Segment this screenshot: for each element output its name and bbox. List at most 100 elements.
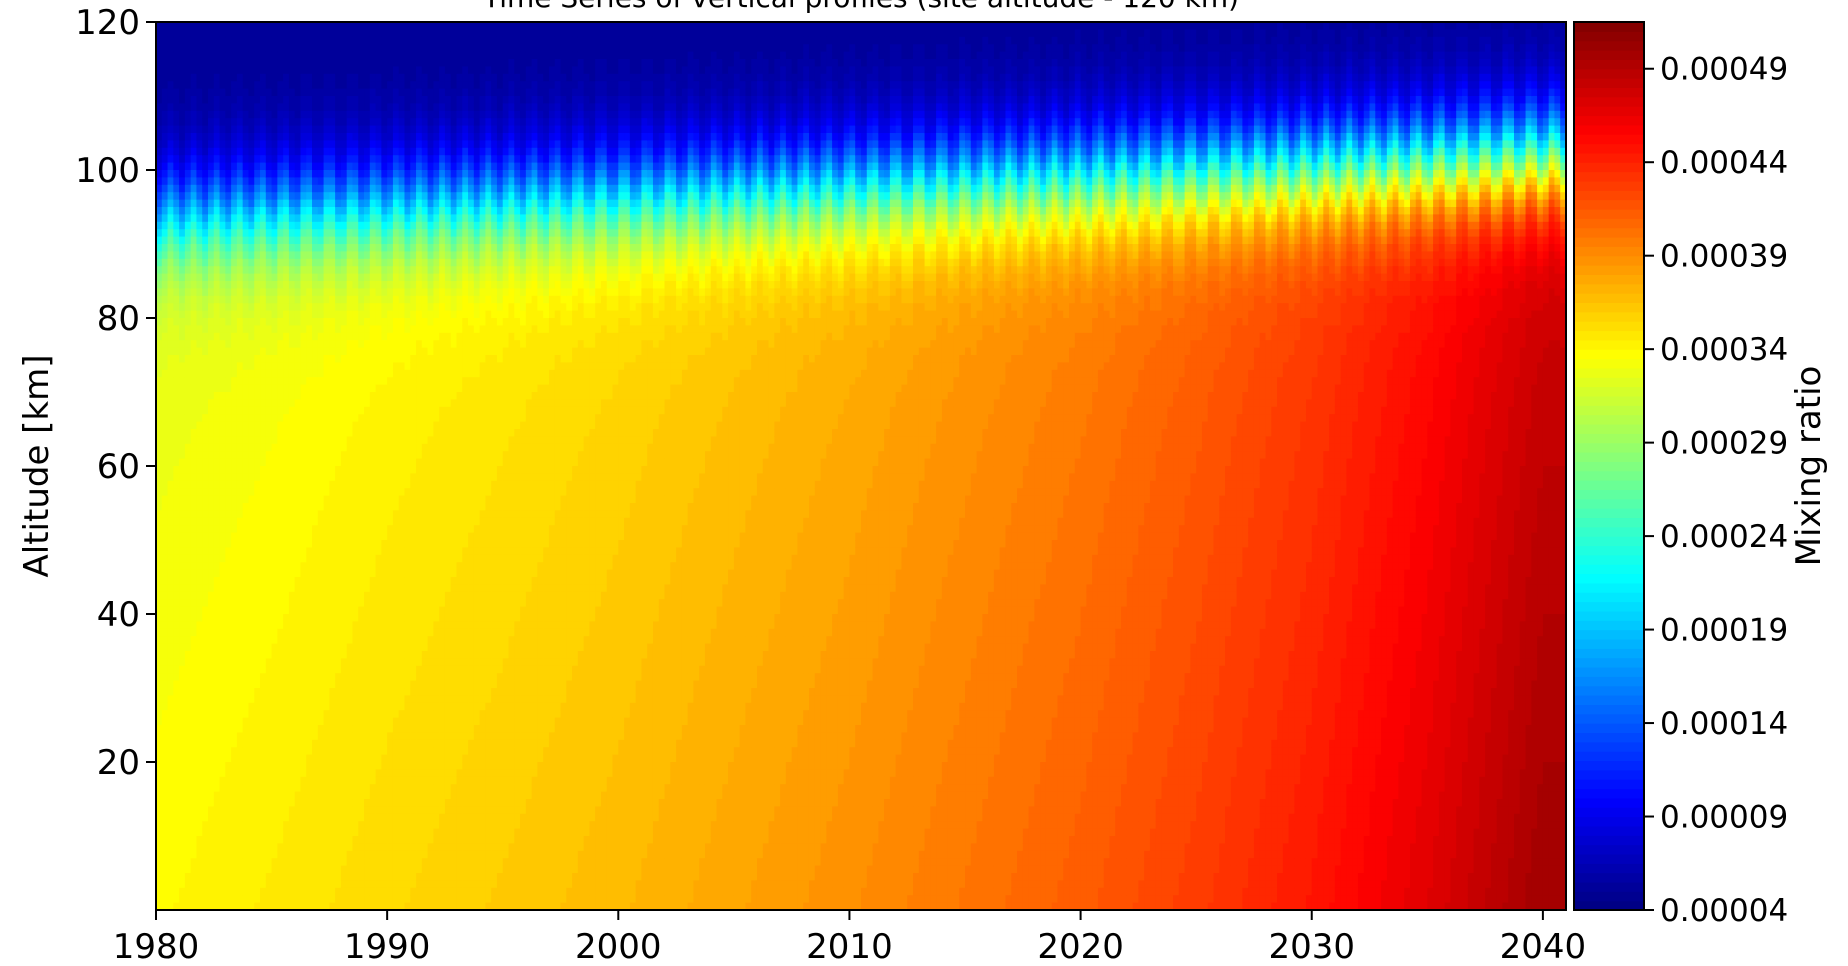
heatmap-cell: [358, 702, 365, 711]
heatmap-cell: [202, 103, 209, 112]
heatmap-cell: [260, 103, 267, 112]
heatmap-cell: [225, 473, 232, 482]
heatmap-cell: [387, 184, 394, 193]
heatmap-cell: [340, 806, 348, 815]
heatmap-cell: [283, 443, 290, 452]
heatmap-cell: [156, 547, 163, 556]
heatmap-cell: [323, 880, 330, 889]
heatmap-cell: [306, 258, 313, 267]
heatmap-cell: [329, 747, 336, 756]
heatmap-cell: [381, 103, 388, 112]
heatmap-cell: [352, 347, 359, 356]
heatmap-cell: [323, 266, 330, 275]
heatmap-cell: [213, 887, 221, 896]
heatmap-cell: [352, 362, 359, 371]
heatmap-cell: [340, 110, 348, 119]
heatmap-cell: [375, 517, 382, 526]
heatmap-cell: [213, 754, 221, 763]
heatmap-cell: [208, 436, 215, 445]
heatmap-cell: [323, 828, 330, 837]
heatmap-cell: [173, 791, 180, 800]
heatmap-cell: [225, 828, 232, 837]
heatmap-cell: [375, 295, 382, 304]
heatmap-cell: [213, 170, 221, 178]
heatmap-cell: [179, 96, 186, 104]
heatmap-cell: [392, 554, 400, 563]
heatmap-cell: [202, 688, 209, 696]
heatmap-cell: [283, 177, 290, 186]
heatmap-cell: [242, 858, 250, 867]
heatmap-cell: [265, 858, 273, 867]
heatmap-cell: [375, 688, 382, 696]
heatmap-cell: [387, 310, 394, 319]
heatmap-cell: [208, 828, 215, 837]
heatmap-cell: [329, 673, 336, 682]
heatmap-cell: [312, 540, 319, 548]
heatmap-cell: [184, 362, 192, 371]
heatmap-cell: [156, 399, 163, 408]
heatmap-cell: [283, 133, 290, 141]
heatmap-cell: [190, 754, 198, 763]
heatmap-cell: [346, 414, 354, 423]
heatmap-cell: [265, 836, 273, 844]
heatmap-cell: [312, 443, 319, 452]
heatmap-cell: [340, 310, 348, 319]
heatmap-cell: [335, 702, 342, 711]
heatmap-cell: [283, 340, 290, 349]
heatmap-cell: [375, 214, 382, 223]
heatmap-cell: [173, 628, 180, 637]
heatmap-cell: [323, 443, 330, 452]
heatmap-cell: [225, 540, 232, 548]
heatmap-cell: [346, 562, 354, 571]
heatmap-cell: [242, 850, 250, 859]
heatmap-cell: [173, 133, 180, 141]
heatmap-cell: [173, 244, 180, 252]
heatmap-cell: [312, 569, 319, 578]
heatmap-cell: [179, 221, 186, 230]
heatmap-cell: [283, 125, 290, 134]
heatmap-cell: [358, 110, 365, 119]
heatmap-cell: [381, 651, 388, 659]
heatmap-cell: [173, 414, 180, 423]
heatmap-cell: [340, 318, 348, 326]
heatmap-cell: [283, 458, 290, 467]
heatmap-cell: [190, 458, 198, 467]
heatmap-cell: [231, 747, 238, 756]
heatmap-cell: [317, 421, 325, 430]
heatmap-cell: [271, 488, 278, 497]
heatmap-cell: [317, 236, 325, 245]
heatmap-cell: [306, 488, 313, 497]
heatmap-cell: [161, 621, 169, 630]
heatmap-cell: [387, 665, 394, 674]
heatmap-cell: [225, 251, 232, 260]
heatmap-cell: [271, 902, 278, 910]
heatmap-cell: [335, 762, 342, 770]
heatmap-cell: [184, 517, 192, 526]
heatmap-cell: [248, 643, 255, 652]
heatmap-cell: [369, 66, 377, 75]
heatmap-cell: [283, 406, 290, 415]
heatmap-cell: [254, 377, 261, 386]
heatmap-cell: [208, 510, 215, 519]
heatmap-cell: [167, 451, 174, 460]
heatmap-cell: [190, 643, 198, 652]
heatmap-cell: [300, 36, 307, 45]
heatmap-cell: [179, 125, 186, 134]
heatmap-cell: [317, 384, 325, 393]
heatmap-cell: [306, 377, 313, 386]
heatmap-cell: [323, 902, 330, 910]
heatmap-cell: [294, 332, 302, 341]
heatmap-cell: [294, 887, 302, 896]
heatmap-cell: [260, 244, 267, 252]
heatmap-cell: [364, 621, 371, 630]
heatmap-cell: [156, 177, 163, 186]
heatmap-cell: [161, 332, 169, 341]
heatmap-cell: [156, 865, 163, 874]
heatmap-cell: [329, 680, 336, 689]
heatmap-cell: [283, 310, 290, 319]
heatmap-cell: [167, 162, 174, 171]
heatmap-cell: [190, 843, 198, 852]
heatmap-cell: [329, 895, 336, 904]
heatmap-cell: [254, 799, 261, 807]
heatmap-cell: [161, 103, 169, 112]
